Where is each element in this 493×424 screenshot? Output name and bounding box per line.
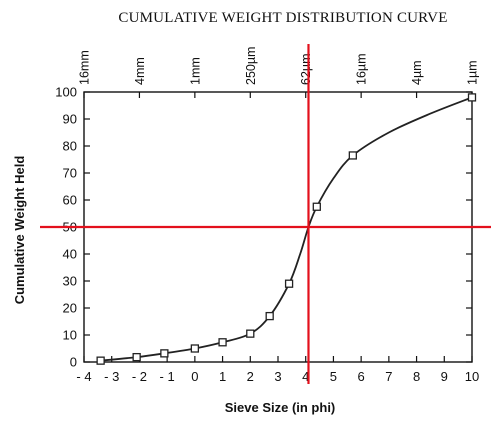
data-point xyxy=(132,352,141,362)
x-tick-label: - 3 xyxy=(104,369,119,384)
x-tick-label: 8 xyxy=(413,369,420,384)
top-tick-label: 16µm xyxy=(355,53,369,85)
x-tick-label: - 4 xyxy=(76,369,91,384)
x-tick-label: 7 xyxy=(385,369,392,384)
top-tick-label: 62µm xyxy=(299,53,313,85)
y-tick-label: 0 xyxy=(70,355,77,370)
data-point xyxy=(348,151,357,160)
data-point xyxy=(312,202,321,211)
x-tick-label: - 2 xyxy=(132,369,147,384)
top-tick-label: 4µm xyxy=(410,60,424,85)
y-tick-label: 30 xyxy=(63,274,77,289)
top-tick-label: 4mm xyxy=(133,57,147,85)
x-tick-label: 2 xyxy=(247,369,254,384)
x-tick-label: 1 xyxy=(219,369,226,384)
data-point xyxy=(284,279,294,288)
top-axis: 16mm 4mm 1mm 250µm 62µm 16µm 4µm 1µm xyxy=(78,47,480,98)
x-axis-label: Sieve Size (in phi) xyxy=(225,400,336,415)
x-tick-label: - 1 xyxy=(160,369,175,384)
y-tick-label: 80 xyxy=(63,139,77,154)
x-tick-label: 5 xyxy=(330,369,337,384)
y-tick-label: 100 xyxy=(55,85,77,100)
y-tick-label: 40 xyxy=(63,247,77,262)
x-tick-label: 6 xyxy=(358,369,365,384)
data-point xyxy=(246,329,255,338)
series-line xyxy=(100,96,473,362)
y-tick-label: 20 xyxy=(63,301,77,316)
y-tick-label: 90 xyxy=(63,112,77,127)
data-point xyxy=(265,311,274,321)
data-point xyxy=(160,349,169,358)
data-point xyxy=(190,344,200,353)
x-tick-label: 9 xyxy=(441,369,448,384)
x-tick-label: 10 xyxy=(465,369,479,384)
top-tick-label: 1µm xyxy=(466,60,480,85)
y-tick-label: 70 xyxy=(63,166,77,181)
y-tick-label: 10 xyxy=(63,328,77,343)
x-tick-label: 3 xyxy=(274,369,281,384)
data-point xyxy=(218,338,227,347)
top-tick-label: 1mm xyxy=(188,57,202,85)
x-tick-label: 4 xyxy=(302,369,309,384)
top-tick-label: 16mm xyxy=(78,50,92,85)
top-tick-label: 250µm xyxy=(244,47,258,85)
x-tick-label: 0 xyxy=(191,369,198,384)
chart-title: CUMULATIVE WEIGHT DISTRIBUTION CURVE xyxy=(118,10,447,26)
data-point xyxy=(467,93,477,102)
y-tick-label: 60 xyxy=(63,193,77,208)
data-point xyxy=(96,356,105,365)
y-axis-label: Cumulative Weight Held xyxy=(12,156,27,305)
